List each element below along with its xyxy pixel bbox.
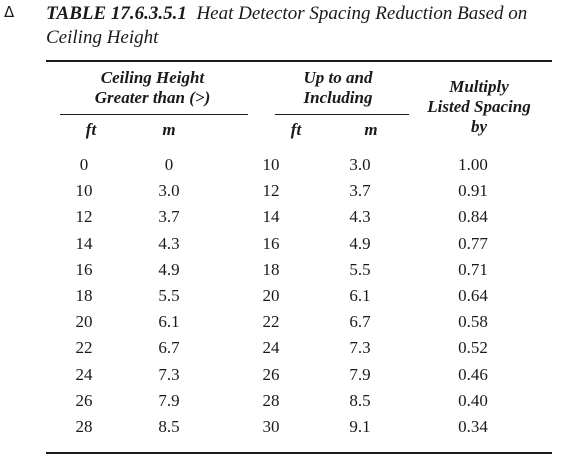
header-up-to-and-including: Up to and Including <box>303 68 373 107</box>
unit-m-greater-than: m <box>162 120 176 139</box>
table-row: 18 5.5 20 6.1 0.64 <box>46 283 552 309</box>
cell-spacing-multiplier: 0.46 <box>458 364 488 384</box>
table-caption: TABLE 17.6.3.5.1 Heat Detector Spacing R… <box>46 2 566 50</box>
cell-ceiling-greater-than-ft: 12 <box>75 207 93 227</box>
cell-ceiling-greater-than-ft: 26 <box>75 390 93 410</box>
cell-ceiling-greater-than-ft: 16 <box>75 259 93 279</box>
cell-spacing-multiplier: 0.40 <box>458 390 488 410</box>
table-row: 16 4.9 18 5.5 0.71 <box>46 257 552 283</box>
table-row: 12 3.7 14 4.3 0.84 <box>46 204 552 230</box>
cell-spacing-multiplier: 0.58 <box>458 312 488 332</box>
cell-including-ft: 16 <box>262 233 280 253</box>
table-row: 22 6.7 24 7.3 0.52 <box>46 335 552 361</box>
cell-including-ft: 10 <box>262 155 280 175</box>
cell-including-ft: 18 <box>262 259 280 279</box>
cell-spacing-multiplier: 0.84 <box>458 207 488 227</box>
cell-ceiling-greater-than-m: 3.7 <box>158 207 180 227</box>
cell-spacing-multiplier: 0.77 <box>458 233 488 253</box>
spacing-reduction-table: 0 0 10 3.0 1.00 10 3.0 12 3.7 0.91 12 3.7 14 4.3 0.84 1… <box>46 152 552 440</box>
cell-spacing-multiplier: 0.64 <box>458 286 488 306</box>
table-title: Heat Detector Spacing Reduction Based on… <box>46 3 528 48</box>
cell-spacing-multiplier: 0.71 <box>458 259 488 279</box>
cell-including-m: 7.3 <box>349 338 371 358</box>
cell-ceiling-greater-than-m: 7.3 <box>158 364 180 384</box>
table-row: 14 4.3 16 4.9 0.77 <box>46 231 552 257</box>
header-group-rule-including <box>275 114 409 115</box>
cell-including-m: 3.0 <box>349 155 371 175</box>
unit-ft-including: ft <box>290 120 302 139</box>
cell-including-m: 9.1 <box>349 416 371 436</box>
unit-m-including: m <box>364 120 378 139</box>
header-ceiling-height-greater-than: Ceiling Height Greater than (>) <box>94 68 211 107</box>
cell-including-ft: 28 <box>262 390 280 410</box>
table-body: 0 0 10 3.0 1.00 10 3.0 12 3.7 0.91 12 3.7 14 4.3 0.84 1… <box>46 152 552 440</box>
cell-including-ft: 24 <box>262 338 280 358</box>
cell-including-m: 6.1 <box>349 286 371 306</box>
cell-including-m: 6.7 <box>349 312 371 332</box>
cell-including-ft: 30 <box>262 416 280 436</box>
cell-including-m: 4.3 <box>349 207 371 227</box>
cell-ceiling-greater-than-ft: 10 <box>75 181 93 201</box>
cell-ceiling-greater-than-m: 3.0 <box>158 181 180 201</box>
table-row: 26 7.9 28 8.5 0.40 <box>46 388 552 414</box>
table-top-rule <box>46 60 552 62</box>
cell-ceiling-greater-than-ft: 20 <box>75 312 93 332</box>
change-marker-icon: Δ <box>4 3 15 21</box>
cell-including-m: 7.9 <box>349 364 371 384</box>
table-row: 28 8.5 30 9.1 0.34 <box>46 414 552 440</box>
table-number: TABLE 17.6.3.5.1 <box>46 3 187 24</box>
cell-ceiling-greater-than-m: 5.5 <box>158 286 180 306</box>
cell-ceiling-greater-than-ft: 24 <box>75 364 93 384</box>
cell-spacing-multiplier: 0.91 <box>458 181 488 201</box>
cell-ceiling-greater-than-ft: 22 <box>75 338 93 358</box>
cell-including-m: 5.5 <box>349 259 371 279</box>
cell-including-m: 8.5 <box>349 390 371 410</box>
cell-including-ft: 26 <box>262 364 280 384</box>
table-row: 20 6.1 22 6.7 0.58 <box>46 309 552 335</box>
cell-including-ft: 14 <box>262 207 280 227</box>
table-row: 24 7.3 26 7.9 0.46 <box>46 362 552 388</box>
cell-including-m: 4.9 <box>349 233 371 253</box>
cell-ceiling-greater-than-ft: 18 <box>75 286 93 306</box>
cell-ceiling-greater-than-m: 7.9 <box>158 390 180 410</box>
cell-ceiling-greater-than-ft: 28 <box>75 416 93 436</box>
cell-ceiling-greater-than-m: 4.9 <box>158 259 180 279</box>
table-row: 10 3.0 12 3.7 0.91 <box>46 178 552 204</box>
cell-ceiling-greater-than-m: 6.1 <box>158 312 180 332</box>
cell-ceiling-greater-than-m: 0 <box>164 155 174 175</box>
cell-ceiling-greater-than-m: 4.3 <box>158 233 180 253</box>
cell-ceiling-greater-than-ft: 0 <box>79 155 89 175</box>
header-group-rule-greater-than <box>60 114 248 115</box>
cell-including-m: 3.7 <box>349 181 371 201</box>
cell-including-ft: 22 <box>262 312 280 332</box>
cell-spacing-multiplier: 0.52 <box>458 338 488 358</box>
table-row: 0 0 10 3.0 1.00 <box>46 152 552 178</box>
header-multiply-listed-spacing: Multiply Listed Spacing by <box>427 77 531 136</box>
cell-ceiling-greater-than-m: 8.5 <box>158 416 180 436</box>
cell-including-ft: 12 <box>262 181 280 201</box>
cell-including-ft: 20 <box>262 286 280 306</box>
table-bottom-rule <box>46 452 552 454</box>
cell-ceiling-greater-than-m: 6.7 <box>158 338 180 358</box>
cell-spacing-multiplier: 1.00 <box>458 155 488 175</box>
unit-ft-greater-than: ft <box>85 120 97 139</box>
cell-ceiling-greater-than-ft: 14 <box>75 233 93 253</box>
cell-spacing-multiplier: 0.34 <box>458 416 488 436</box>
